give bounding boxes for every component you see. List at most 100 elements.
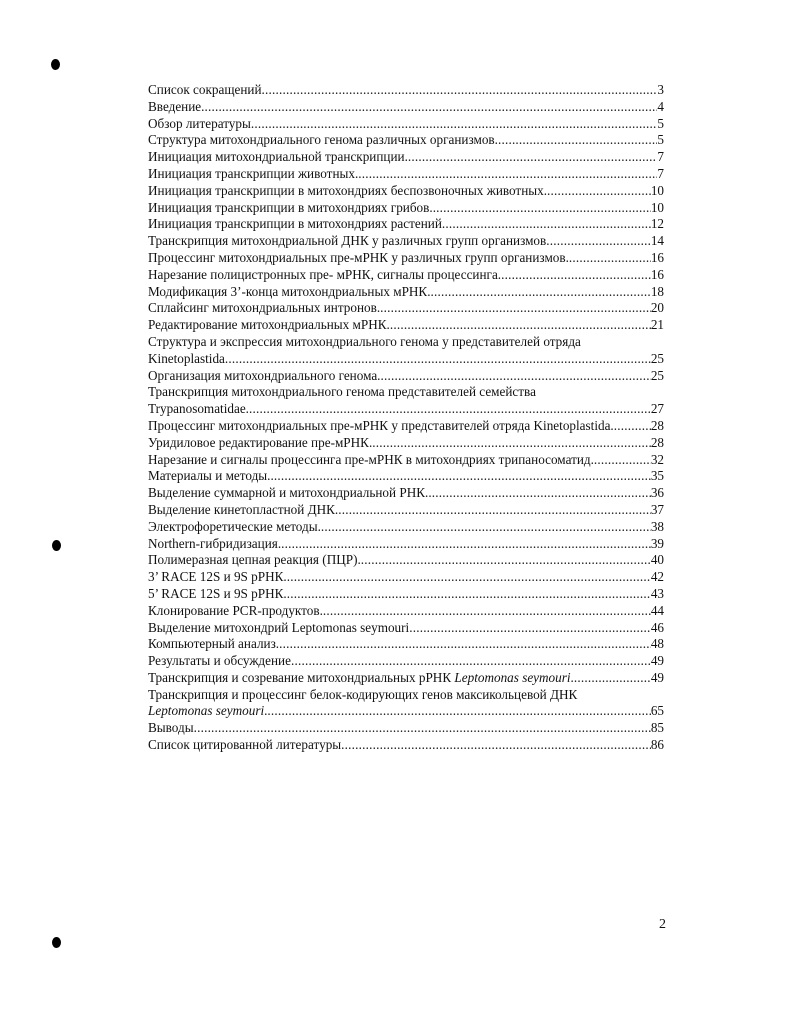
toc-entry[interactable]: Инициация митохондриальной транскрипции.… [148, 149, 664, 166]
toc-entry[interactable]: Транскрипция и процессинг белок-кодирующ… [148, 687, 664, 704]
toc-entry[interactable]: Список цитированной литературы 86 [148, 737, 664, 754]
toc-entry-page: 65 [650, 703, 664, 719]
toc-entry-continuation-text: . [264, 703, 268, 719]
toc-entry[interactable]: Инициация транскрипции в митохондриях бе… [148, 183, 664, 200]
dot-leader [546, 233, 651, 250]
toc-entry[interactable]: 5’ RACE 12S и 9S рРНК. 43 [148, 586, 664, 603]
toc-entry[interactable]: Результаты и обсуждение 49 [148, 653, 664, 670]
toc-entry[interactable]: Транскрипция и созревание митохондриальн… [148, 670, 664, 687]
toc-entry-page: 86 [650, 737, 664, 753]
toc-entry-page: 14 [650, 233, 664, 249]
toc-entry-page: 5 [657, 115, 664, 131]
toc-entry-title: Электрофоретические методы. [148, 518, 321, 534]
toc-entry-page: 27 [650, 401, 664, 417]
dot-leader [262, 82, 658, 99]
toc-entry[interactable]: Введение. 4 [148, 99, 664, 116]
toc-entry[interactable]: Полимеразная цепная реакция (ПЦР). 40 [148, 552, 664, 569]
toc-entry-continuation[interactable]: Kinetoplastida 25 [148, 351, 664, 368]
toc-entry-title: Выделение кинетопластной ДНК. [148, 501, 339, 517]
toc-entry-title-wrap: Клонирование PCR-продуктов. [148, 603, 323, 620]
dot-leader [498, 132, 657, 149]
toc-entry-page: 48 [650, 636, 664, 652]
toc-entry[interactable]: Инициация транскрипции животных. 7 [148, 166, 664, 183]
toc-entry-page: 20 [650, 300, 664, 316]
toc-entry[interactable]: Транскрипция митохондриального генома пр… [148, 384, 664, 401]
toc-entry-title: Сплайсинг митохондриальных интронов. [148, 300, 381, 316]
toc-entry[interactable]: Нарезание и сигналы процессинга пре-мРНК… [148, 452, 664, 469]
toc-entry[interactable]: Структура митохондриального генома разли… [148, 132, 664, 149]
toc-entry-page: 39 [650, 535, 664, 551]
toc-entry[interactable]: Нарезание полицистронных пре- мРНК, сигн… [148, 267, 664, 284]
dot-leader [323, 603, 651, 620]
toc-entry-title-wrap: Обзор литературы [148, 116, 251, 133]
dot-leader [361, 552, 651, 569]
dot-leader [433, 200, 651, 217]
toc-entry-page: 28 [650, 434, 664, 450]
toc-entry-page: 36 [650, 485, 664, 501]
toc-entry-continuation-wrap: Trypanosomatidae. [148, 401, 249, 418]
toc-entry[interactable]: Выделение суммарной и митохондриальной Р… [148, 485, 664, 502]
dot-leader [338, 502, 651, 519]
toc-entry[interactable]: Транскрипция митохондриальной ДНК у разл… [148, 233, 664, 250]
toc-entry-title: Транскрипция и созревание митохондриальн… [148, 669, 455, 685]
toc-entry[interactable]: Процессинг митохондриальных пре-мРНК у п… [148, 418, 664, 435]
toc-entry[interactable]: Модификация 3’-конца митохондриальных мР… [148, 284, 664, 301]
dot-leader [270, 468, 650, 485]
toc-entry-title-wrap: Полимеразная цепная реакция (ПЦР). [148, 552, 361, 569]
toc-entry[interactable]: Структура и экспрессия митохондриального… [148, 334, 664, 351]
toc-entry-title-wrap: Структура митохондриального генома разли… [148, 132, 498, 149]
dot-leader [574, 670, 651, 687]
punch-hole-mark [51, 59, 60, 70]
toc-entry-page: 5 [657, 132, 664, 148]
toc-entry[interactable]: Инициация транскрипции в митохондриях гр… [148, 200, 664, 217]
toc-entry-page: 42 [650, 569, 664, 585]
toc-entry[interactable]: Организация митохондриального генома. 25 [148, 368, 664, 385]
toc-entry-title-wrap: Транскрипция и процессинг белок-кодирующ… [148, 687, 577, 704]
toc-entry-page: 12 [650, 216, 664, 232]
toc-entry[interactable]: Инициация транскрипции в митохондриях ра… [148, 216, 664, 233]
dot-leader [408, 149, 658, 166]
toc-entry-page: 37 [650, 501, 664, 517]
toc-entry[interactable]: Редактирование митохондриальных мРНК. 21 [148, 317, 664, 334]
toc-entry[interactable]: Клонирование PCR-продуктов. 44 [148, 603, 664, 620]
toc-entry-page: 4 [657, 98, 664, 114]
toc-entry[interactable]: Материалы и методы. 35 [148, 468, 664, 485]
toc-entry-title: 3’ RACE 12S и 9S рРНК. [148, 569, 287, 585]
toc-entry-continuation[interactable]: Leptomonas seymouri. 65 [148, 703, 664, 720]
dot-leader [321, 519, 651, 536]
dot-leader [287, 586, 651, 603]
toc-entry-page: 25 [650, 350, 664, 366]
toc-entry-title-wrap: Инициация митохондриальной транскрипции. [148, 149, 408, 166]
toc-entry-page: 7 [657, 149, 664, 165]
toc-entry-page: 10 [650, 182, 664, 198]
toc-entry[interactable]: Выводы 85 [148, 720, 664, 737]
toc-entry-page: 16 [650, 249, 664, 265]
toc-entry-title: Редактирование митохондриальных мРНК. [148, 317, 390, 333]
toc-entry-title: Результаты и обсуждение [148, 653, 291, 669]
toc-entry[interactable]: Обзор литературы 5 [148, 116, 664, 133]
toc-entry[interactable]: Выделение митохондрий Leptomonas seymour… [148, 620, 664, 637]
toc-entry[interactable]: Выделение кинетопластной ДНК. 37 [148, 502, 664, 519]
toc-entry-title: Список цитированной литературы [148, 737, 342, 753]
toc-entry[interactable]: Northern-гибридизация. 39 [148, 536, 664, 553]
toc-entry[interactable]: 3’ RACE 12S и 9S рРНК. 42 [148, 569, 664, 586]
dot-leader [409, 620, 651, 637]
dot-leader [614, 418, 651, 435]
toc-entry[interactable]: Уридиловое редактирование пре-мРНК. 28 [148, 435, 664, 452]
toc-entry[interactable]: Электрофоретические методы. 38 [148, 519, 664, 536]
toc-entry-page: 3 [657, 82, 664, 97]
toc-entry-title: Клонирование PCR-продуктов. [148, 602, 323, 618]
toc-entry[interactable]: Список сокращений 3 [148, 82, 664, 99]
toc-entry[interactable]: Сплайсинг митохондриальных интронов. 20 [148, 300, 664, 317]
toc-entry-continuation[interactable]: Trypanosomatidae. 27 [148, 401, 664, 418]
page-number: 2 [659, 917, 666, 932]
toc-entry-title: Процессинг митохондриальных пре-мРНК у р… [148, 249, 569, 265]
dot-leader [341, 737, 651, 754]
toc-entry-page: 49 [650, 669, 664, 685]
toc-entry-title-wrap: Выделение кинетопластной ДНК. [148, 502, 338, 519]
toc-entry-title-wrap: Компьютерный анализ. [148, 636, 279, 653]
toc-entry-title-wrap: Транскрипция митохондриальной ДНК у разл… [148, 233, 546, 250]
toc-entry[interactable]: Процессинг митохондриальных пре-мРНК у р… [148, 250, 664, 267]
toc-entry[interactable]: Компьютерный анализ. 48 [148, 636, 664, 653]
